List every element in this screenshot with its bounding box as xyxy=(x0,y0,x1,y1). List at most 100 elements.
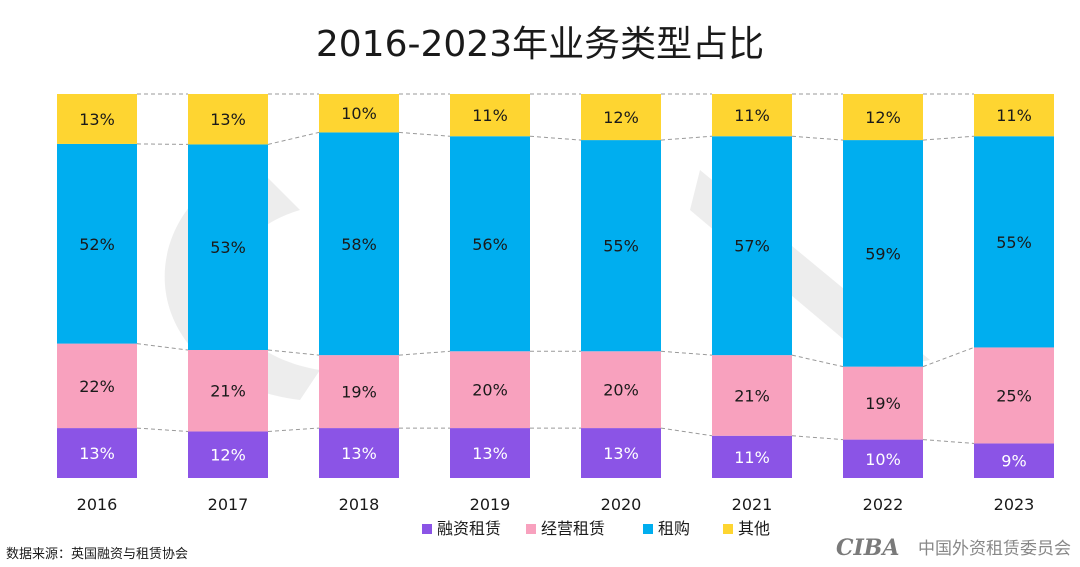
bar-segment-2019-2 xyxy=(450,136,530,352)
legend-label-1: 经营租赁 xyxy=(541,519,605,538)
bar-segment-2022-0 xyxy=(843,439,923,478)
connector-line xyxy=(267,427,320,432)
data-label-2018-3: 10% xyxy=(341,104,377,123)
connector-line xyxy=(267,349,320,356)
legend-label-2: 租购 xyxy=(658,519,690,538)
data-label-2020-3: 12% xyxy=(603,108,639,127)
bar-segment-2020-1 xyxy=(581,351,661,429)
legend-swatch-1 xyxy=(526,524,536,534)
data-label-2022-3: 12% xyxy=(865,108,901,127)
bar-segment-2022-3 xyxy=(843,94,923,141)
bar-segment-2021-2 xyxy=(712,136,792,356)
connector-line xyxy=(136,427,189,432)
connector-line xyxy=(660,350,713,356)
connector-line xyxy=(660,135,713,141)
bar-segment-2023-0 xyxy=(974,443,1054,478)
footer-watermark: CIBA 中国外资租赁委员会 xyxy=(836,535,1071,561)
bar-segment-2023-1 xyxy=(974,347,1054,444)
organization-name: 中国外资租赁委员会 xyxy=(918,539,1071,559)
bar-segment-2021-3 xyxy=(712,94,792,137)
data-label-2022-0: 10% xyxy=(865,450,901,469)
data-label-2023-0: 9% xyxy=(1001,452,1026,471)
legend-swatch-0 xyxy=(422,524,432,534)
bars-group xyxy=(57,94,1054,478)
data-label-2016-2: 52% xyxy=(79,235,115,254)
data-label-2020-1: 20% xyxy=(603,381,639,400)
data-label-2021-2: 57% xyxy=(734,237,770,256)
data-label-2018-0: 13% xyxy=(341,444,377,463)
connector-line xyxy=(922,439,975,444)
ciba-logo: CIBA xyxy=(836,535,899,561)
data-label-2017-0: 12% xyxy=(210,446,246,465)
data-label-2018-1: 19% xyxy=(341,383,377,402)
bar-segment-2021-1 xyxy=(712,355,792,436)
data-label-2022-1: 19% xyxy=(865,394,901,413)
legend-swatch-2 xyxy=(643,524,653,534)
bar-segment-2018-3 xyxy=(319,94,399,133)
x-tick-label-2020: 2020 xyxy=(601,495,642,514)
connector-line xyxy=(791,135,844,141)
bar-segment-2022-2 xyxy=(843,140,923,367)
connector-line xyxy=(398,131,451,137)
legend-swatch-3 xyxy=(723,524,733,534)
data-label-2017-2: 53% xyxy=(210,238,246,257)
x-tick-label-2016: 2016 xyxy=(77,495,118,514)
data-label-2020-2: 55% xyxy=(603,237,639,256)
bar-segment-2021-0 xyxy=(712,435,792,478)
data-label-2018-2: 58% xyxy=(341,235,377,254)
connector-line xyxy=(922,346,975,368)
data-label-2021-0: 11% xyxy=(734,448,770,467)
data-label-2017-3: 13% xyxy=(210,110,246,129)
legend-label-0: 融资租赁 xyxy=(437,519,501,538)
bar-segment-2022-1 xyxy=(843,366,923,440)
bar-segment-2017-1 xyxy=(188,350,268,432)
data-label-2023-2: 55% xyxy=(996,233,1032,252)
bar-segment-2020-3 xyxy=(581,94,661,141)
data-label-2019-1: 20% xyxy=(472,381,508,400)
background-watermark xyxy=(164,160,930,400)
data-label-2019-3: 11% xyxy=(472,106,508,125)
data-label-2016-1: 22% xyxy=(79,377,115,396)
data-label-2021-3: 11% xyxy=(734,106,770,125)
bar-segment-2016-2 xyxy=(57,143,137,344)
bar-segment-2017-3 xyxy=(188,94,268,145)
x-tick-label-2019: 2019 xyxy=(470,495,511,514)
connector-line xyxy=(267,131,320,145)
bar-segment-2016-0 xyxy=(57,428,137,478)
legend: 融资租赁 经营租赁 租购 其他 xyxy=(422,519,770,538)
connector-line xyxy=(791,435,844,441)
data-label-2021-1: 21% xyxy=(734,386,770,405)
data-label-2016-3: 13% xyxy=(79,110,115,129)
bar-segment-2023-3 xyxy=(974,94,1054,137)
connector-line xyxy=(529,135,582,141)
data-label-2023-3: 11% xyxy=(996,106,1032,125)
connector-line xyxy=(922,135,975,141)
data-label-2017-1: 21% xyxy=(210,382,246,401)
data-label-2019-2: 56% xyxy=(472,235,508,254)
x-tick-label-2023: 2023 xyxy=(994,495,1035,514)
bar-segment-2016-1 xyxy=(57,343,137,429)
connector-line xyxy=(136,343,189,351)
connector-line xyxy=(398,350,451,356)
x-tick-label-2022: 2022 xyxy=(863,495,904,514)
connector-line xyxy=(791,354,844,368)
segment-labels: 13% 22% 52% 13% 12% 21% 53% 13% 13% 19% 58% 10% 13% 2… xyxy=(79,104,1032,471)
bar-segment-2017-0 xyxy=(188,431,268,478)
connector-lines xyxy=(136,93,975,444)
source-note: 数据来源：英国融资与租赁协会 xyxy=(6,547,188,562)
x-tick-label-2018: 2018 xyxy=(339,495,380,514)
bar-segment-2019-3 xyxy=(450,94,530,137)
data-label-2023-1: 25% xyxy=(996,386,1032,405)
chart-title: 2016-2023年业务类型占比 xyxy=(316,24,764,65)
bar-segment-2018-2 xyxy=(319,132,399,356)
bar-segment-2019-0 xyxy=(450,428,530,478)
bar-segment-2018-0 xyxy=(319,428,399,478)
connector-line xyxy=(660,427,713,437)
x-tick-label-2017: 2017 xyxy=(208,495,249,514)
bar-segment-2017-2 xyxy=(188,144,268,350)
bar-segment-2020-2 xyxy=(581,140,661,352)
data-label-2022-2: 59% xyxy=(865,244,901,263)
bar-segment-2016-3 xyxy=(57,94,137,144)
connector-line xyxy=(136,143,189,145)
